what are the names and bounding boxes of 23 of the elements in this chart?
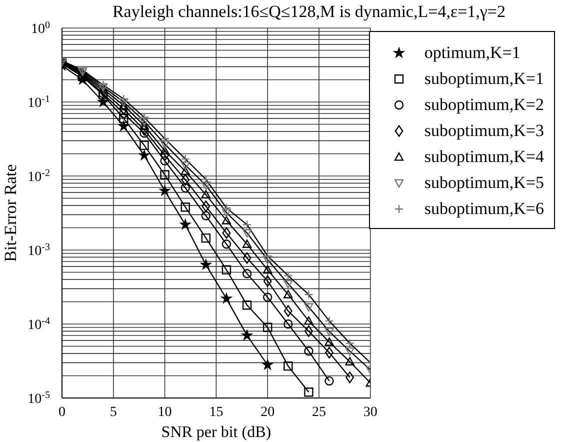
y-axis-title: Bit-Error Rate (1, 164, 20, 262)
y-tick-label: 10$^{-2}$ (28, 168, 50, 185)
legend-label: suboptimum,K=5 (424, 173, 544, 193)
legend-label: optimum,K=1 (424, 43, 520, 63)
legend-label: suboptimum,K=6 (424, 199, 544, 219)
legend-label: suboptimum,K=3 (424, 121, 544, 141)
y-tick-label: 10$^{-3}$ (28, 242, 50, 259)
legend-label: suboptimum,K=1 (424, 69, 544, 89)
legend-label: suboptimum,K=2 (424, 95, 544, 115)
x-tick-label: 5 (110, 404, 117, 420)
y-tick-label: 10$^{-1}$ (28, 94, 50, 111)
x-tick-label: 30 (363, 404, 378, 420)
legend-label: suboptimum,K=4 (424, 147, 544, 167)
x-tick-label: 0 (58, 404, 66, 420)
x-tick-label: 15 (209, 404, 224, 420)
y-tick-label: 10$^{-5}$ (28, 390, 50, 407)
x-tick-label: 10 (158, 404, 172, 420)
x-tick-label: 25 (312, 404, 326, 420)
chart-title: Rayleigh channels:16≤Q≤128,M is dynamic,L=4,ε=1,γ=2 (111, 2, 507, 22)
y-tick-label: 10$^{0}$ (31, 20, 50, 37)
y-tick-label: 10$^{-4}$ (28, 316, 50, 333)
x-tick-label: 20 (260, 404, 275, 420)
x-axis-title: SNR per bit (dB) (161, 424, 272, 441)
